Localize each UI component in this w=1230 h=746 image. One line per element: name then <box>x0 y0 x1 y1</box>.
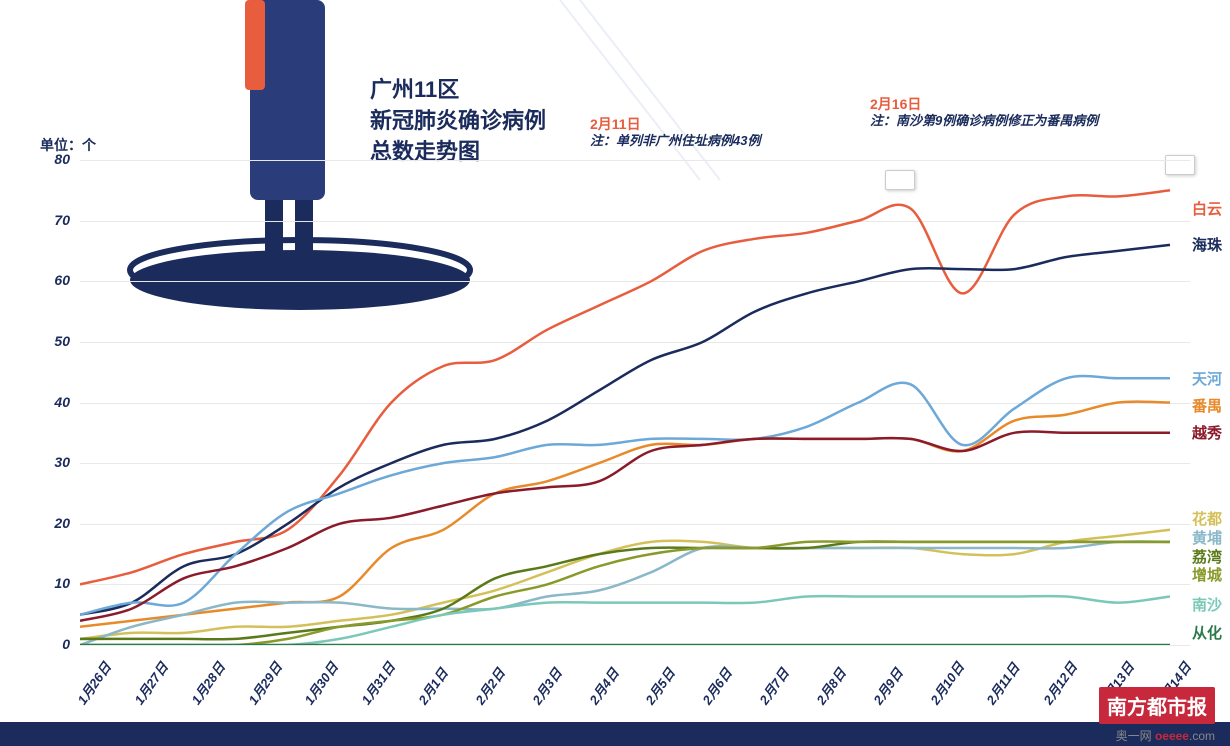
y-tick-label: 40 <box>40 394 70 410</box>
x-tick-label: 2月7日 <box>754 664 793 708</box>
x-tick-label: 2月3日 <box>527 664 566 708</box>
x-tick-label: 2月6日 <box>697 664 736 708</box>
x-tick-label: 2月1日 <box>413 664 452 708</box>
y-tick-label: 60 <box>40 272 70 288</box>
series-label: 白云 <box>1192 198 1222 219</box>
chart-annotation: 2月11日注：单列非广州住址病例43例 <box>590 115 760 150</box>
bottom-bar <box>0 722 1230 746</box>
series-line-黄埔 <box>80 541 1170 645</box>
y-tick-label: 80 <box>40 151 70 167</box>
x-tick-label: 2月12日 <box>1038 658 1081 708</box>
x-tick-label: 1月30日 <box>299 658 342 708</box>
x-tick-label: 2月8日 <box>811 664 850 708</box>
series-line-白云 <box>80 190 1170 584</box>
x-tick-label: 1月29日 <box>243 658 286 708</box>
series-label: 南沙 <box>1192 594 1222 615</box>
y-tick-label: 10 <box>40 575 70 591</box>
y-tick-label: 70 <box>40 212 70 228</box>
y-tick-label: 0 <box>40 636 70 652</box>
x-tick-label: 1月28日 <box>186 658 229 708</box>
x-tick-label: 2月2日 <box>470 664 509 708</box>
x-tick-label: 2月9日 <box>868 664 907 708</box>
y-tick-label: 50 <box>40 333 70 349</box>
x-tick-label: 2月4日 <box>584 664 623 708</box>
x-tick-label: 2月11日 <box>981 659 1023 708</box>
series-line-天河 <box>80 376 1170 615</box>
series-line-增城 <box>80 541 1170 645</box>
source-url: 奥一网 oeeee.com <box>1116 727 1215 744</box>
gridline <box>80 645 1190 646</box>
series-line-荔湾 <box>80 541 1170 639</box>
x-tick-label: 2月10日 <box>925 658 968 708</box>
title-line-1: 广州11区 <box>370 75 546 106</box>
x-tick-label: 1月31日 <box>356 658 399 708</box>
series-label: 从化 <box>1192 622 1222 643</box>
series-label: 黄埔 <box>1192 527 1222 548</box>
series-label: 越秀 <box>1192 422 1222 443</box>
x-tick-label: 1月26日 <box>72 658 115 708</box>
chart-title: 广州11区 新冠肺炎确诊病例 总数走势图 <box>370 75 546 167</box>
y-tick-label: 30 <box>40 454 70 470</box>
source-watermark: 南方都市报 <box>1099 687 1215 724</box>
title-line-2: 新冠肺炎确诊病例 <box>370 106 546 137</box>
x-tick-label: 2月5日 <box>640 664 679 708</box>
series-label: 增城 <box>1192 564 1222 585</box>
chart-lines-svg <box>80 160 1190 645</box>
y-tick-label: 20 <box>40 515 70 531</box>
x-tick-label: 1月27日 <box>129 658 172 708</box>
series-label: 天河 <box>1192 368 1222 389</box>
series-label: 海珠 <box>1192 234 1222 255</box>
series-line-越秀 <box>80 431 1170 620</box>
series-label: 番禺 <box>1192 395 1222 416</box>
series-label: 花都 <box>1192 508 1222 529</box>
chart-annotation: 2月16日注：南沙第9例确诊病例修正为番禺病例 <box>870 95 1098 130</box>
